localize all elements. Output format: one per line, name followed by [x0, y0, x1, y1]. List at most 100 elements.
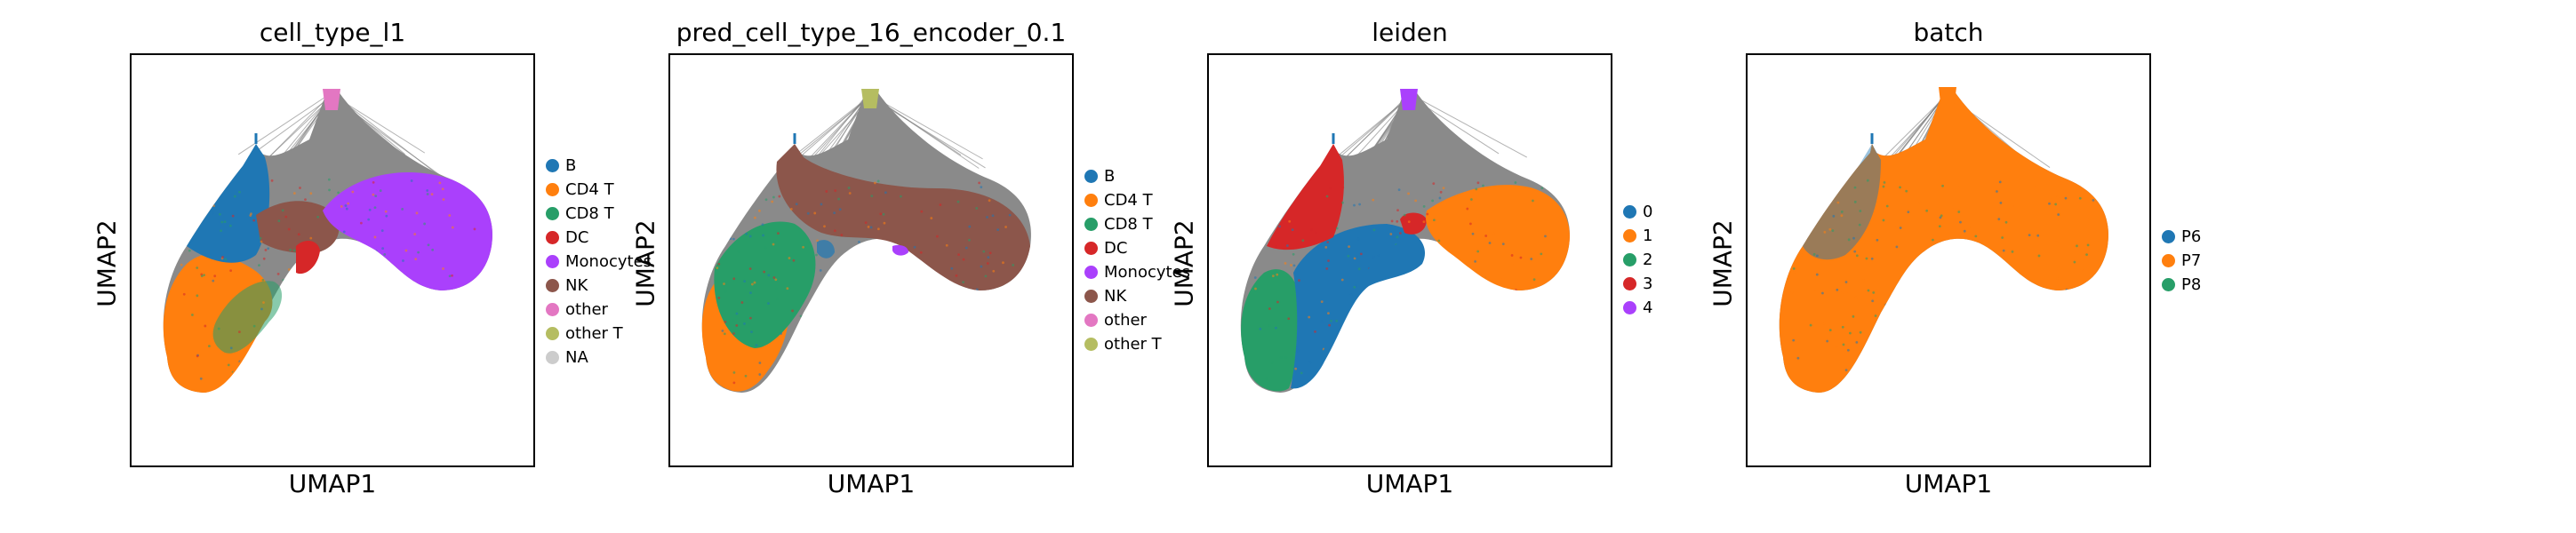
scatter-point — [1847, 238, 1851, 242]
scatter-point — [737, 250, 740, 253]
scatter-point — [2022, 294, 2025, 298]
scatter-point — [1393, 330, 1396, 332]
cluster-region — [892, 244, 908, 256]
scatter-point — [284, 215, 288, 219]
scatter-point — [1951, 205, 1955, 209]
scatter-point — [1870, 346, 1874, 349]
x-axis-label: UMAP1 — [288, 469, 377, 498]
scatter-point — [1414, 249, 1417, 252]
scatter-point — [758, 362, 762, 364]
scatter-point — [838, 208, 842, 211]
y-axis-label: UMAP2 — [1169, 219, 1199, 307]
scatter-point — [217, 327, 220, 330]
scatter-point — [1276, 273, 1279, 276]
scatter-point — [307, 316, 310, 320]
scatter-point — [972, 319, 975, 322]
scatter-plot — [1240, 89, 1570, 393]
legend-marker — [2162, 254, 2175, 267]
scatter-point — [1419, 362, 1422, 366]
scatter-point — [1912, 373, 1916, 376]
scatter-point — [819, 269, 822, 272]
scatter-point — [1274, 326, 1277, 330]
scatter-point — [1986, 320, 1989, 323]
scatter-point — [2002, 338, 2005, 342]
scatter-point — [792, 259, 796, 262]
scatter-point — [433, 314, 436, 316]
scatter-point — [1907, 283, 1909, 287]
scatter-point — [1853, 200, 1857, 203]
scatter-point — [934, 310, 937, 314]
scatter-point — [1349, 359, 1352, 362]
scatter-point — [388, 270, 392, 274]
scatter-point — [991, 214, 995, 218]
scatter-point — [716, 266, 719, 270]
scatter-point — [1790, 290, 1794, 294]
scatter-point — [1942, 335, 1946, 338]
scatter-point — [904, 303, 907, 306]
legend-marker — [1623, 205, 1636, 219]
scatter-point — [1999, 202, 2003, 204]
scatter-point — [1437, 239, 1441, 243]
scatter-point — [315, 379, 317, 383]
scatter-point — [1268, 307, 1271, 310]
scatter-point — [1444, 362, 1448, 364]
scatter-point — [873, 298, 876, 301]
scatter-point — [1876, 364, 1878, 368]
scatter-point — [1885, 204, 1889, 208]
scatter-point — [815, 253, 818, 257]
scatter-point — [1540, 252, 1543, 256]
scatter-point — [426, 193, 429, 195]
legend: P6 P7 P8 — [2162, 225, 2201, 297]
scatter-point — [229, 346, 233, 350]
scatter-point — [939, 338, 942, 342]
scatter-point — [1292, 252, 1295, 256]
scatter-point — [1855, 340, 1859, 344]
scatter-point — [799, 314, 803, 318]
scatter-point — [866, 319, 869, 322]
scatter-point — [2056, 195, 2060, 199]
scatter-point — [1792, 271, 1796, 274]
scatter-point — [1997, 357, 2001, 361]
scatter-point — [1445, 282, 1449, 285]
scatter-point — [1386, 308, 1389, 312]
scatter-point — [2087, 307, 2091, 310]
scatter-point — [1407, 220, 1411, 224]
scatter-point — [1449, 322, 1452, 325]
scatter-point — [238, 190, 241, 194]
scatter-point — [1421, 241, 1425, 244]
scatter-point — [1294, 367, 1298, 370]
scatter-point — [1427, 255, 1429, 258]
scatter-point — [833, 211, 836, 215]
legend-label: NK — [1104, 287, 1127, 306]
scatter-point — [987, 298, 989, 301]
scatter-point — [228, 224, 232, 227]
scatter-point — [2069, 263, 2073, 266]
scatter-point — [882, 303, 885, 306]
scatter-point — [846, 378, 850, 382]
scatter-point — [1532, 199, 1534, 203]
legend-item: P7 — [2162, 249, 2201, 273]
scatter-point — [448, 214, 452, 217]
scatter-point — [1884, 303, 1888, 306]
scatter-point — [1476, 250, 1480, 253]
scatter-point — [1989, 282, 1993, 286]
scatter-point — [1274, 244, 1277, 248]
cluster-region — [714, 221, 816, 348]
scatter-point — [1519, 256, 1523, 259]
scatter-point — [438, 181, 442, 185]
scatter-point — [1914, 264, 1917, 267]
scatter-point — [1792, 266, 1796, 270]
scatter-point — [948, 358, 951, 362]
scatter-point — [860, 272, 864, 275]
scatter-point — [980, 186, 983, 189]
scatter-point — [1530, 370, 1533, 373]
scatter-point — [834, 293, 837, 297]
scatter-point — [749, 291, 752, 295]
scatter-point — [393, 354, 396, 356]
legend-marker — [1084, 242, 1098, 255]
scatter-point — [1875, 289, 1878, 291]
scatter-point — [316, 215, 320, 219]
legend-item: DC — [546, 226, 652, 250]
scatter-axes — [1746, 53, 2151, 467]
scatter-point — [1958, 299, 1962, 303]
